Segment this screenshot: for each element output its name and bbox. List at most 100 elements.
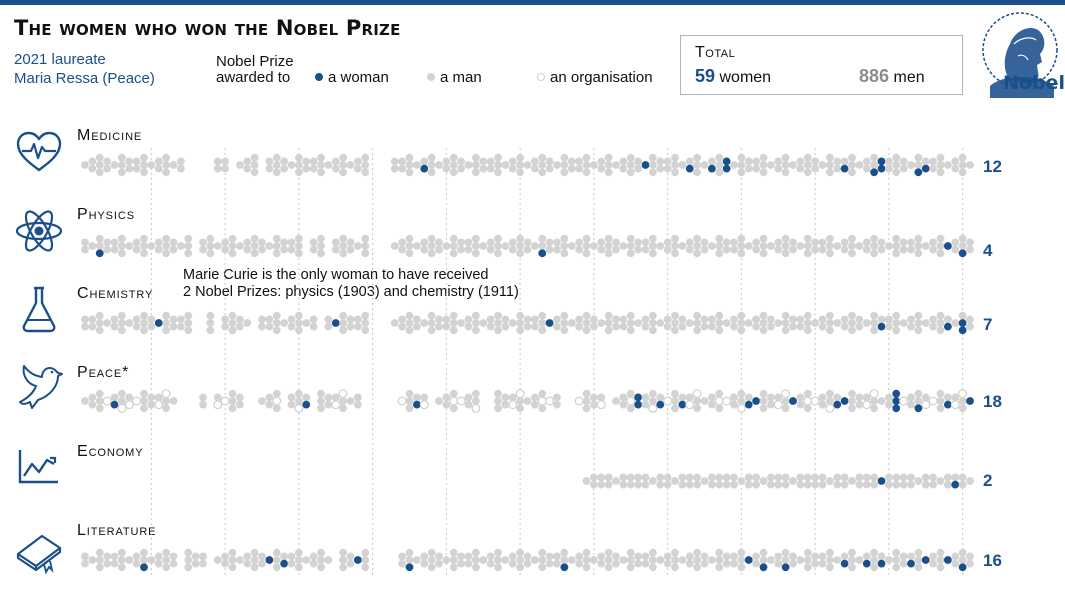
- woman-laureate-dot: [744, 556, 753, 564]
- man-laureate-dot: [597, 393, 606, 402]
- man-laureate-dot: [634, 164, 643, 173]
- man-laureate-dot: [317, 242, 325, 250]
- man-laureate-dot: [508, 559, 517, 568]
- man-laureate-dot: [936, 404, 945, 413]
- man-laureate-dot: [921, 157, 930, 166]
- man-laureate-dot: [398, 238, 407, 247]
- woman-laureate-dot: [958, 319, 967, 327]
- man-laureate-dot: [929, 315, 938, 324]
- man-laureate-dot: [265, 322, 274, 331]
- man-laureate-dot: [81, 552, 89, 561]
- man-laureate-dot: [486, 164, 495, 173]
- man-laureate-dot: [331, 238, 340, 247]
- man-laureate-dot: [449, 548, 458, 557]
- man-laureate-dot: [737, 161, 746, 169]
- man-laureate-dot: [567, 319, 576, 327]
- man-laureate-dot: [862, 473, 871, 482]
- man-laureate-dot: [361, 161, 370, 169]
- man-laureate-dot: [582, 548, 591, 557]
- man-laureate-dot: [892, 548, 901, 557]
- man-laureate-dot: [870, 480, 879, 489]
- man-laureate-dot: [501, 161, 510, 169]
- man-laureate-dot: [405, 161, 414, 169]
- man-laureate-dot: [936, 161, 945, 169]
- organisation-laureate-dot: [537, 396, 547, 406]
- man-laureate-dot: [612, 552, 620, 561]
- man-laureate-dot: [833, 319, 842, 327]
- man-laureate-dot: [582, 234, 591, 243]
- organisation-laureate-dot: [648, 403, 658, 413]
- man-laureate-dot: [228, 249, 237, 258]
- man-laureate-dot: [553, 552, 561, 561]
- man-laureate-dot: [803, 473, 812, 482]
- man-laureate-dot: [449, 161, 458, 169]
- man-laureate-dot: [582, 563, 591, 572]
- category-name-peace: Peace*: [77, 364, 130, 381]
- man-laureate-dot: [634, 157, 643, 166]
- organisation-laureate-dot: [545, 396, 555, 406]
- man-laureate-dot: [951, 559, 960, 568]
- man-laureate-dot: [848, 249, 856, 258]
- man-laureate-dot: [936, 153, 945, 162]
- man-laureate-dot: [781, 473, 790, 482]
- man-laureate-dot: [435, 315, 443, 324]
- man-laureate-dot: [899, 559, 908, 568]
- man-laureate-dot: [612, 397, 620, 405]
- man-laureate-dot: [612, 238, 620, 247]
- man-laureate-dot: [766, 161, 775, 169]
- legend-title-line1: Nobel Prize: [216, 53, 294, 70]
- man-laureate-dot: [848, 477, 856, 485]
- organisation-laureate-dot: [958, 389, 968, 399]
- woman-laureate-dot: [707, 164, 716, 173]
- man-laureate-dot: [870, 556, 879, 564]
- man-laureate-dot: [656, 319, 665, 327]
- man-laureate-dot: [398, 157, 407, 166]
- man-laureate-dot: [604, 168, 613, 177]
- man-laureate-dot: [81, 315, 89, 324]
- man-laureate-dot: [884, 556, 893, 564]
- man-laureate-dot: [545, 164, 554, 173]
- man-laureate-dot: [317, 161, 325, 169]
- man-laureate-dot: [796, 242, 805, 250]
- man-laureate-dot: [582, 477, 591, 485]
- man-laureate-dot: [243, 319, 252, 327]
- man-laureate-dot: [656, 480, 665, 489]
- man-laureate-dot: [302, 157, 311, 166]
- man-laureate-dot: [597, 559, 606, 568]
- man-laureate-dot: [471, 161, 480, 169]
- man-laureate-dot: [169, 552, 178, 561]
- chart-icon: [18, 450, 58, 484]
- man-laureate-dot: [671, 249, 679, 258]
- man-laureate-dot: [523, 559, 532, 568]
- man-laureate-dot: [884, 157, 893, 166]
- man-laureate-dot: [693, 153, 702, 162]
- man-laureate-dot: [818, 161, 827, 169]
- man-laureate-dot: [619, 242, 628, 250]
- organisation-laureate-dot: [781, 389, 791, 399]
- man-laureate-dot: [700, 245, 709, 254]
- man-laureate-dot: [449, 234, 458, 243]
- man-laureate-dot: [575, 552, 584, 561]
- man-laureate-dot: [781, 234, 790, 243]
- man-laureate-dot: [796, 480, 805, 489]
- man-laureate-dot: [140, 548, 148, 557]
- man-laureate-dot: [103, 245, 112, 254]
- man-laureate-dot: [811, 238, 820, 247]
- man-laureate-dot: [494, 234, 502, 243]
- man-laureate-dot: [914, 161, 923, 169]
- man-laureate-dot: [604, 311, 613, 320]
- man-laureate-dot: [265, 393, 274, 402]
- man-laureate-dot: [176, 322, 185, 331]
- man-laureate-dot: [818, 559, 827, 568]
- organisation-laureate-dot: [803, 396, 813, 406]
- man-laureate-dot: [346, 315, 355, 324]
- man-laureate-dot: [825, 153, 834, 162]
- man-laureate-dot: [730, 393, 738, 402]
- man-laureate-dot: [936, 168, 945, 177]
- man-laureate-dot: [884, 315, 893, 324]
- man-laureate-dot: [752, 480, 761, 489]
- man-laureate-dot: [693, 319, 702, 327]
- woman-laureate-dot: [265, 556, 274, 564]
- man-laureate-dot: [280, 245, 289, 254]
- man-laureate-dot: [545, 552, 554, 561]
